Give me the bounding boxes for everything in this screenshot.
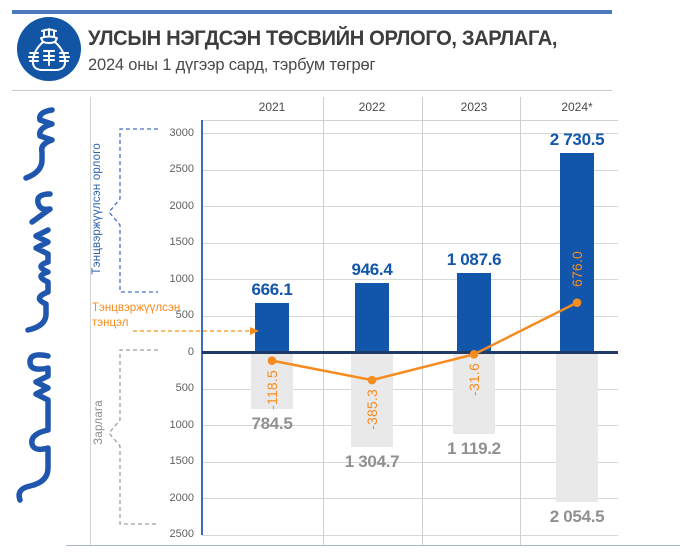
revenue-bar [355,282,389,352]
axis-tick-label: 2000 [169,199,194,212]
balance-label-line1: Тэнцвэржүүлсэн [92,302,181,314]
top-accent-rule [12,10,612,14]
grid-line [202,498,618,499]
money-bag-logo-icon [17,17,81,81]
year-label: 2024* [561,100,593,114]
expenditure-bar [556,352,598,502]
expenditure-value-label: 1 304.7 [344,452,400,472]
grid-line [202,461,618,463]
axis-tick-label: 1000 [169,272,194,285]
expenditure-value-label: 784.5 [251,414,293,434]
expenditure-value-label: 2 054.5 [549,506,605,526]
axis-tick-label: 500 [175,382,194,394]
balance-value-label: -118.5 [264,369,280,410]
balance-label-line2: тэнцэл [92,317,129,329]
balance-value-label: -385.3 [364,389,380,431]
y-axis-line [201,120,203,535]
year-label: 2022 [358,100,386,114]
grid-line [202,169,618,171]
axis-tick-label: 2500 [169,163,194,175]
chart-title: УЛСЫН НЭГДСЭН ТӨСВИЙН ОРЛОГО, ЗАРЛАГА, [88,27,558,50]
year-label: 2023 [460,100,488,114]
balance-value-label: 676.0 [569,251,585,288]
plot-top-border [202,120,618,121]
revenue-value-label: 2 730.5 [549,129,605,149]
revenue-value-label: 666.1 [251,280,293,300]
grid-line [202,206,618,207]
axis-tick-label: 500 [175,309,194,321]
revenue-bar [457,272,491,352]
axis-tick-label: 1500 [169,455,194,467]
column-separator [323,97,324,545]
revenue-bar [255,303,289,352]
zero-axis-line [202,350,618,354]
chart-subtitle: 2024 оны 1 дүгээр сард, тэрбум төгрөг [88,55,376,74]
revenue-value-label: 946.4 [351,259,393,279]
column-separator [520,97,521,545]
grid-line [202,133,618,134]
grid-line [202,242,618,244]
grid-line [202,534,618,536]
axis-tick-label: 2000 [169,491,194,504]
balance-label: Тэнцвэржүүлсэн тэнцэл [92,301,180,331]
header-divider [12,90,612,91]
bottom-rule [66,545,680,546]
axis-tick-label: 1500 [169,236,194,248]
mongolian-script-decoration [16,107,55,503]
axis-tick-label: 0 [187,345,194,358]
left-divider-line [90,97,91,546]
balance-line [271,301,578,382]
expenditure-value-label: 1 119.2 [447,438,501,458]
axis-tick-label: 2500 [169,528,194,540]
balance-value-label: -31.6 [466,363,482,397]
year-label: 2021 [258,100,286,114]
axis-tick-label: 3000 [169,126,194,139]
column-separator [422,97,423,545]
grid-line [202,279,618,280]
grid-line [202,425,618,426]
revenue-value-label: 1 087.6 [446,249,502,269]
axis-tick-label: 1000 [169,418,194,431]
grid-line [202,388,618,390]
